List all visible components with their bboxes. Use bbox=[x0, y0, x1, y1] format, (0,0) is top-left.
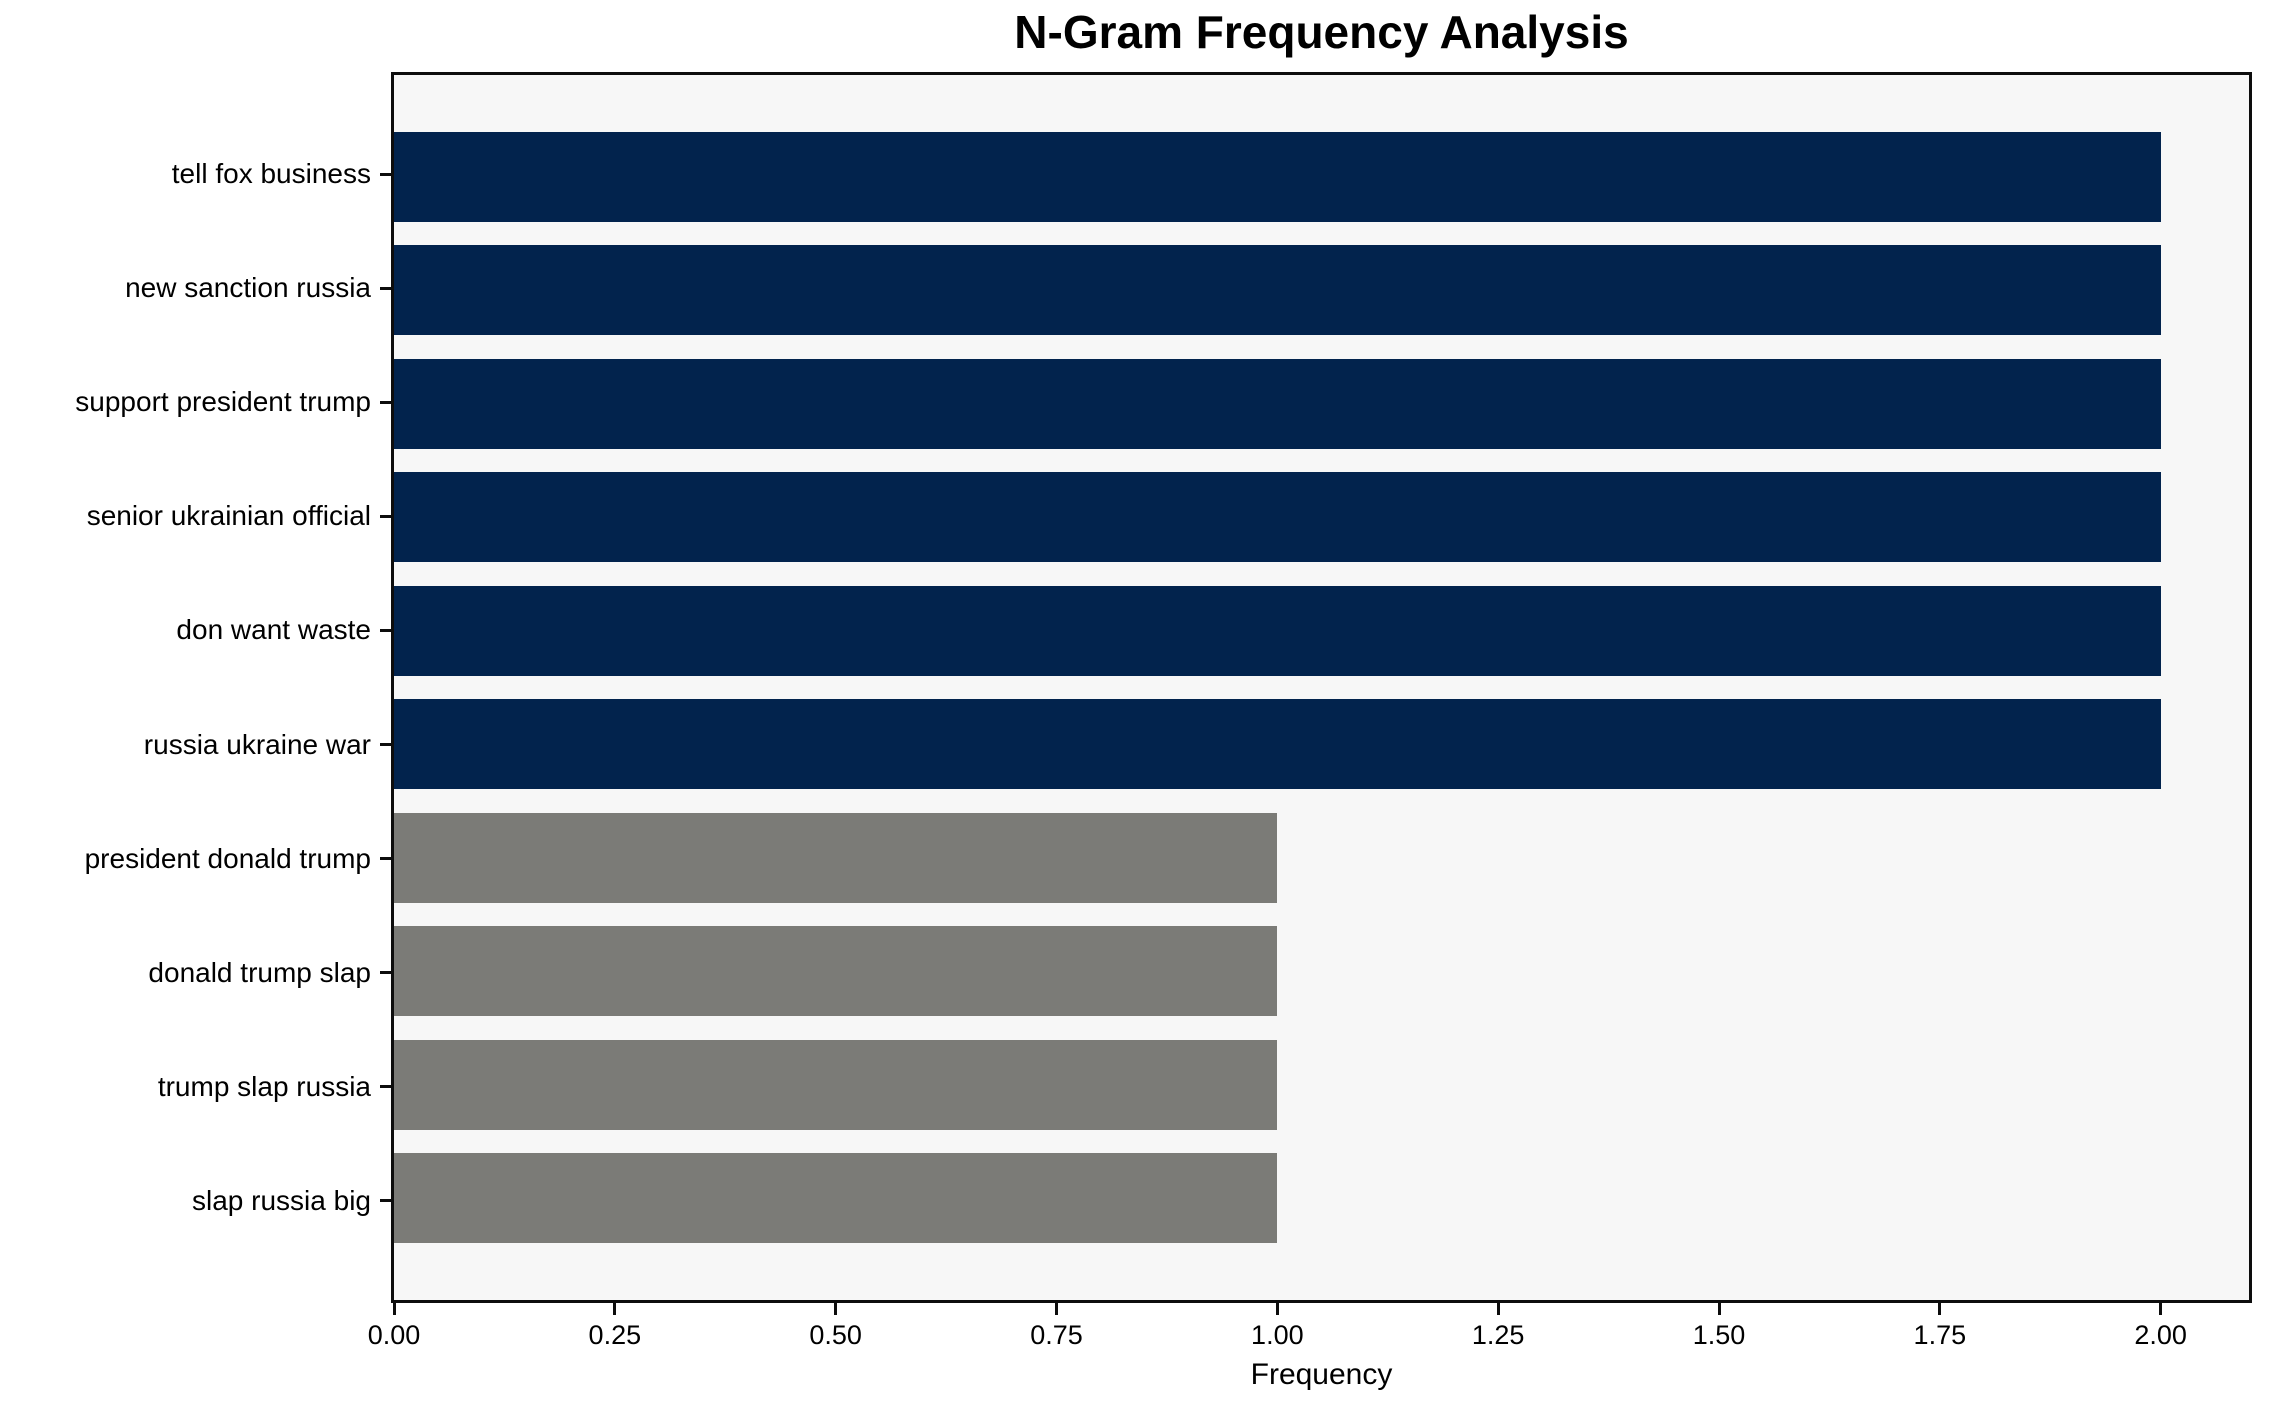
y-tick-label: president donald trump bbox=[84, 842, 371, 874]
x-tick-mark bbox=[2159, 1303, 2163, 1315]
y-tick-label: support president trump bbox=[75, 386, 371, 418]
x-tick-label: 0.25 bbox=[588, 1320, 642, 1350]
x-tick-label: 2.00 bbox=[2134, 1320, 2187, 1350]
y-tick-row: new sanction russia bbox=[0, 231, 391, 345]
bar-donald-trump-slap bbox=[394, 926, 1278, 1017]
y-tick-label: senior ukrainian official bbox=[86, 500, 371, 532]
x-tick-label: 0.50 bbox=[809, 1320, 862, 1350]
x-axis-title: Frequency bbox=[1250, 1358, 1393, 1391]
y-tick-row: donald trump slap bbox=[0, 916, 391, 1030]
y-tick-mark bbox=[380, 514, 391, 518]
y-tick-label: slap russia big bbox=[192, 1184, 371, 1216]
y-tick-label: new sanction russia bbox=[125, 272, 371, 304]
bar-don-want-waste bbox=[394, 585, 2161, 676]
y-tick-mark bbox=[380, 743, 391, 747]
y-tick-row: senior ukrainian official bbox=[0, 459, 391, 573]
y-tick-row: trump slap russia bbox=[0, 1030, 391, 1144]
bar-russia-ukraine-war bbox=[394, 699, 2161, 790]
bar-senior-ukrainian-official bbox=[394, 472, 2161, 563]
x-tick-mark bbox=[392, 1303, 396, 1315]
bar-row bbox=[394, 120, 2249, 234]
y-tick-mark bbox=[380, 628, 391, 632]
bar-row bbox=[394, 574, 2249, 688]
y-tick-label: trump slap russia bbox=[157, 1070, 371, 1102]
y-tick-mark bbox=[380, 400, 391, 404]
bar-new-sanction-russia bbox=[394, 245, 2161, 336]
chart-title: N-Gram Frequency Analysis bbox=[1014, 6, 1629, 58]
x-tick-mark bbox=[1275, 1303, 1279, 1315]
y-tick-mark bbox=[380, 1199, 391, 1203]
bar-president-donald-trump bbox=[394, 812, 1278, 903]
bar-row bbox=[394, 1142, 2249, 1256]
x-tick-label: 1.75 bbox=[1913, 1320, 1967, 1350]
x-tick-label: 1.50 bbox=[1692, 1320, 1746, 1350]
bar-tell-fox-business bbox=[394, 131, 2161, 222]
y-tick-mark bbox=[380, 286, 391, 290]
x-tick-mark bbox=[1938, 1303, 1942, 1315]
bar-row bbox=[394, 347, 2249, 461]
y-tick-label: russia ukraine war bbox=[143, 728, 371, 760]
y-tick-label: don want waste bbox=[176, 614, 371, 646]
y-axis-labels: tell fox business new sanction russia supp… bbox=[0, 72, 391, 1303]
bar-row bbox=[394, 688, 2249, 802]
y-tick-row: slap russia big bbox=[0, 1144, 391, 1258]
bar-row bbox=[394, 801, 2249, 915]
x-tick-mark bbox=[1055, 1303, 1058, 1315]
bars-container bbox=[394, 75, 2249, 1300]
y-tick-label: tell fox business bbox=[171, 158, 371, 190]
y-tick-mark bbox=[380, 857, 391, 861]
y-tick-mark bbox=[380, 172, 391, 176]
y-tick-label: donald trump slap bbox=[148, 956, 371, 988]
y-tick-row: president donald trump bbox=[0, 802, 391, 916]
y-tick-row: tell fox business bbox=[0, 117, 391, 231]
y-tick-row: russia ukraine war bbox=[0, 687, 391, 801]
plot-area bbox=[391, 72, 2252, 1303]
y-tick-row: support president trump bbox=[0, 345, 391, 459]
x-tick-label: 1.00 bbox=[1251, 1320, 1304, 1350]
bar-row bbox=[394, 915, 2249, 1029]
x-tick-mark bbox=[613, 1303, 617, 1315]
bar-slap-russia-big bbox=[394, 1153, 1278, 1244]
bar-row bbox=[394, 234, 2249, 348]
bar-row bbox=[394, 461, 2249, 575]
x-tick-mark bbox=[1496, 1303, 1500, 1315]
x-tick-label: 0.00 bbox=[367, 1320, 421, 1350]
x-axis-ticks: 0.00 0.25 0.50 0.75 1.00 1.25 1.50 1.75 2.00 bbox=[368, 1303, 2249, 1363]
x-tick-mark bbox=[1717, 1303, 1721, 1315]
y-tick-row: don want waste bbox=[0, 573, 391, 687]
x-tick-label: 1.25 bbox=[1471, 1320, 1525, 1350]
x-tick-label: 0.75 bbox=[1030, 1320, 1083, 1350]
bar-row bbox=[394, 1028, 2249, 1142]
bar-trump-slap-russia bbox=[394, 1039, 1278, 1130]
y-tick-mark bbox=[380, 971, 391, 975]
y-tick-mark bbox=[380, 1085, 391, 1089]
x-tick-mark bbox=[834, 1303, 838, 1315]
bar-support-president-trump bbox=[394, 358, 2161, 449]
